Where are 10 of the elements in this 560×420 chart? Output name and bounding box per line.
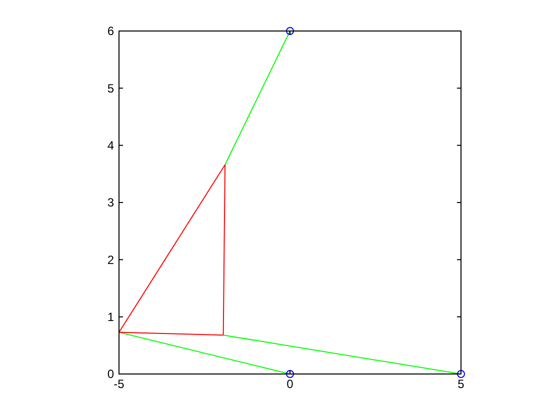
x-tick-label: -5 (114, 377, 125, 391)
x-tick-label: 5 (458, 377, 465, 391)
x-tick-label: 0 (286, 377, 294, 391)
y-tick-label: 2 (107, 252, 114, 267)
y-tick-label: 1 (107, 310, 114, 324)
y-tick-label: 3 (107, 196, 114, 210)
y-tick-label: 6 (107, 24, 114, 38)
y-tick-label: 0 (107, 367, 114, 382)
y-tick-label: 4 (107, 138, 114, 153)
y-tick-label: 5 (107, 81, 114, 96)
